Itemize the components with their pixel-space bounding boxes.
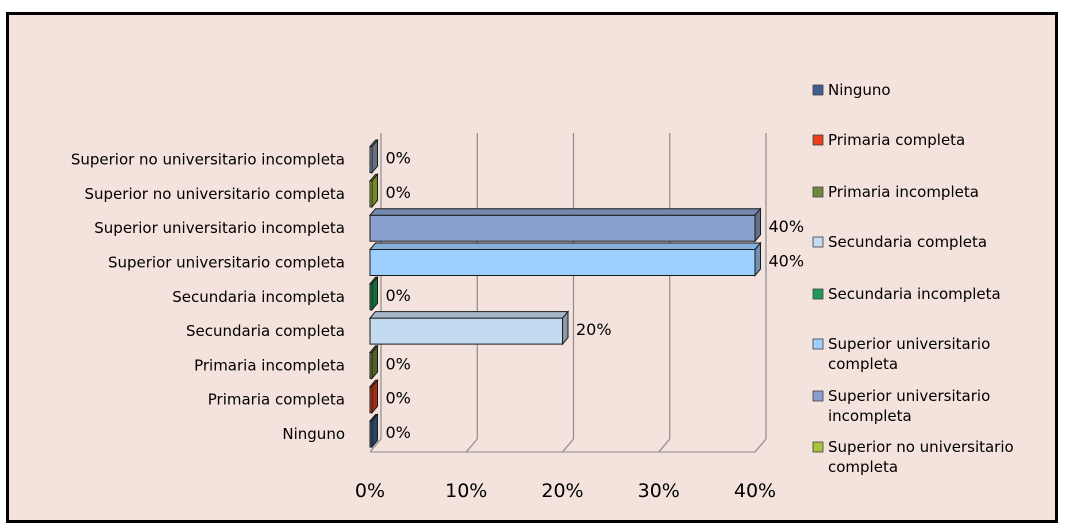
legend-swatch <box>812 338 824 350</box>
category-label: Primaria incompleta <box>194 356 345 374</box>
legend-swatch <box>812 186 824 198</box>
data-label: 0% <box>386 354 411 373</box>
data-label: 20% <box>576 320 612 339</box>
bar-front-6 <box>369 249 756 276</box>
bar-side-5 <box>371 275 378 312</box>
gridline-floor <box>658 438 671 453</box>
category-label: Superior universitario completa <box>108 254 345 272</box>
category-label: Secundaria incompleta <box>172 288 345 306</box>
legend-label: Superior no universitario completa <box>828 438 1014 476</box>
gridline-floor <box>369 438 382 453</box>
gridline-floor <box>465 438 478 453</box>
x-tick-label: 40% <box>734 480 776 502</box>
legend-label: Ninguno <box>828 81 891 99</box>
x-tick-label: 20% <box>541 480 583 502</box>
category-label: Secundaria completa <box>186 322 345 340</box>
x-tick-label: 0% <box>355 480 385 502</box>
data-label: 0% <box>386 286 411 305</box>
legend-swatch <box>812 390 824 402</box>
bar-side-9 <box>371 138 378 174</box>
data-label: 0% <box>386 183 411 202</box>
legend-swatch <box>812 288 824 300</box>
bar-side-6 <box>754 241 761 277</box>
category-label: Primaria completa <box>208 391 345 409</box>
legend-label: Secundaria incompleta <box>828 285 1001 303</box>
x-tick-label: 30% <box>638 480 680 502</box>
bar-side-3 <box>371 344 378 380</box>
category-label: Ninguno <box>282 425 345 443</box>
data-label: 40% <box>769 252 805 271</box>
bar-side-1 <box>371 413 378 449</box>
legend-swatch <box>812 84 824 96</box>
category-label: Superior no universitario incompleta <box>71 151 345 169</box>
legend-label: Primaria incompleta <box>828 183 979 201</box>
legend-swatch <box>812 134 824 146</box>
gridline-floor <box>562 438 574 453</box>
legend-swatch <box>812 441 824 453</box>
category-label: Superior universitario incompleta <box>94 219 345 237</box>
legend-label: Superior universitario incompleta <box>828 387 990 425</box>
legend-swatch <box>812 236 824 248</box>
data-label: 0% <box>386 149 411 168</box>
gridline-floor <box>754 438 767 453</box>
bar-side-4 <box>562 310 569 346</box>
legend-label: Secundaria completa <box>828 233 987 251</box>
legend-label: Superior universitario completa <box>828 335 990 373</box>
category-label: Superior no universitario completa <box>85 185 346 203</box>
data-label: 0% <box>386 389 411 408</box>
bar-top-4 <box>368 311 570 319</box>
data-label: 0% <box>386 423 411 442</box>
bar-side-2 <box>371 378 378 415</box>
data-label: 40% <box>769 217 805 236</box>
x-tick-label: 10% <box>445 480 487 502</box>
bar-front-4 <box>369 317 563 345</box>
bar-top-7 <box>368 208 762 216</box>
bar-top-6 <box>368 242 762 250</box>
legend-label: Primaria completa <box>828 131 965 149</box>
bar-side-7 <box>754 207 761 243</box>
bar-front-7 <box>369 214 756 242</box>
bar-side-8 <box>371 173 378 209</box>
